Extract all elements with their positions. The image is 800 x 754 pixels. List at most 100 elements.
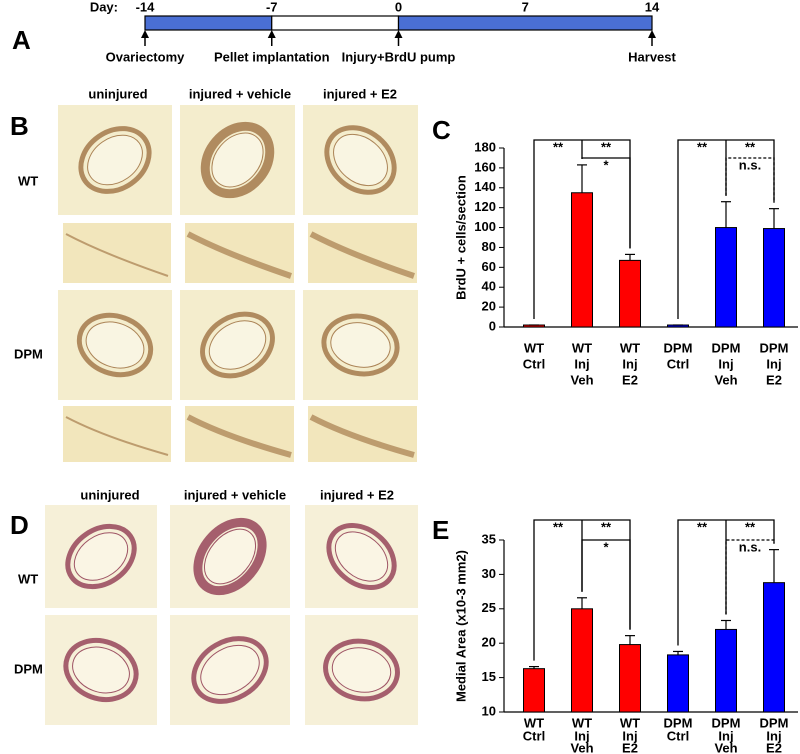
bar [667, 654, 689, 713]
column-header: injured + vehicle [184, 487, 286, 502]
significance-label: ** [553, 519, 564, 534]
timeline-segment [144, 15, 273, 31]
x-tick-label: Veh [570, 372, 593, 387]
vessel-lumen [72, 646, 130, 694]
x-tick-label: Inj [766, 728, 781, 743]
inset-texture [65, 416, 169, 456]
significance-label: ** [745, 519, 756, 534]
micrograph-inset [61, 404, 173, 464]
x-tick-label: Veh [570, 740, 593, 754]
y-axis-label: Medial Area (x10-3 mm2) [453, 550, 468, 702]
significance-bracket [581, 539, 631, 630]
day-label: 0 [395, 0, 402, 14]
y-tick-label: 140 [474, 179, 496, 194]
column-header: injured + vehicle [189, 86, 291, 101]
x-tick-label: DPM [760, 340, 789, 355]
timeline-label: Day: [90, 0, 118, 14]
x-tick-label: Veh [714, 740, 737, 754]
column-header: uninjured [80, 487, 139, 502]
arrow-head [141, 30, 149, 38]
vessel-ring [321, 313, 400, 377]
vessel-lumen [334, 531, 389, 582]
event-label: Harvest [628, 49, 676, 64]
y-tick-label: 100 [474, 219, 496, 234]
inset-texture [186, 231, 292, 279]
x-tick-label: Inj [718, 356, 733, 371]
y-tick-label: 40 [482, 279, 496, 294]
column-header: injured + E2 [323, 86, 397, 101]
x-tick-label: Inj [574, 728, 589, 743]
vessel-lumen [330, 322, 391, 368]
event-label: Injury+BrdU pump [342, 49, 456, 64]
y-axis-label: BrdU + cells/section [453, 175, 468, 300]
significance-bracket [581, 157, 631, 249]
y-tick-label: 20 [482, 635, 496, 650]
vessel-ring [200, 311, 275, 379]
vessel-lumen [333, 133, 388, 187]
bar [571, 192, 593, 328]
y-tick-label: 25 [482, 600, 496, 615]
inset-texture [65, 233, 169, 277]
significance-label: * [603, 539, 609, 554]
y-tick-label: 20 [482, 299, 496, 314]
row-label: WT [18, 571, 38, 586]
bar [715, 227, 737, 328]
significance-label: ** [553, 139, 564, 154]
bar [619, 259, 641, 328]
day-label: -7 [266, 0, 278, 14]
day-label: -14 [136, 0, 156, 14]
x-tick-label: WT [524, 340, 544, 355]
vessel-lumen [203, 528, 257, 585]
panel-label: C [432, 115, 451, 145]
x-tick-label: WT [572, 340, 592, 355]
vessel-lumen [85, 321, 145, 369]
inset-texture [309, 231, 415, 279]
significance-label: ** [601, 139, 612, 154]
column-header: injured + E2 [320, 487, 394, 502]
vessel-ring [76, 312, 154, 378]
vessel-ring [65, 523, 137, 590]
significance-label: ** [745, 139, 756, 154]
x-tick-label: Ctrl [667, 728, 689, 743]
x-tick-label: Inj [574, 356, 589, 371]
y-tick-label: 10 [482, 703, 496, 718]
significance-label: ** [697, 139, 708, 154]
vessel-lumen [200, 644, 260, 696]
y-tick-label: 30 [482, 566, 496, 581]
bar [763, 228, 785, 328]
panel-label: B [10, 111, 29, 141]
significance-label: n.s. [739, 539, 761, 554]
x-tick-label: Inj [718, 728, 733, 743]
significance-label: ** [697, 519, 708, 534]
arrow-head [648, 30, 656, 38]
vessel-lumen [208, 320, 267, 370]
significance-bracket [725, 539, 775, 615]
column-header: uninjured [88, 86, 147, 101]
micrograph-inset [183, 221, 296, 285]
y-tick-label: 180 [474, 139, 496, 154]
timeline-segment [271, 15, 400, 31]
bar [523, 668, 545, 713]
x-tick-label: DPM [664, 340, 693, 355]
y-tick-label: 15 [482, 669, 496, 684]
x-tick-label: Inj [622, 728, 637, 743]
y-tick-label: 35 [482, 531, 496, 546]
vessel-ring [200, 121, 275, 199]
bar [763, 582, 785, 713]
x-tick-label: Ctrl [523, 728, 545, 743]
day-label: 14 [645, 0, 660, 14]
vessel-ring [193, 517, 267, 596]
bar [715, 628, 737, 713]
significance-label: ** [601, 519, 612, 534]
y-tick-label: 60 [482, 259, 496, 274]
vessel-ring [324, 125, 397, 195]
event-label: Pellet implantation [214, 49, 330, 64]
vessel-lumen [87, 134, 143, 186]
x-tick-label: Ctrl [523, 356, 545, 371]
x-tick-label: E2 [766, 372, 782, 387]
vessel-lumen [211, 132, 264, 188]
x-tick-label: WT [620, 715, 640, 730]
arrow-head [267, 30, 276, 38]
vessel-ring [326, 522, 397, 591]
